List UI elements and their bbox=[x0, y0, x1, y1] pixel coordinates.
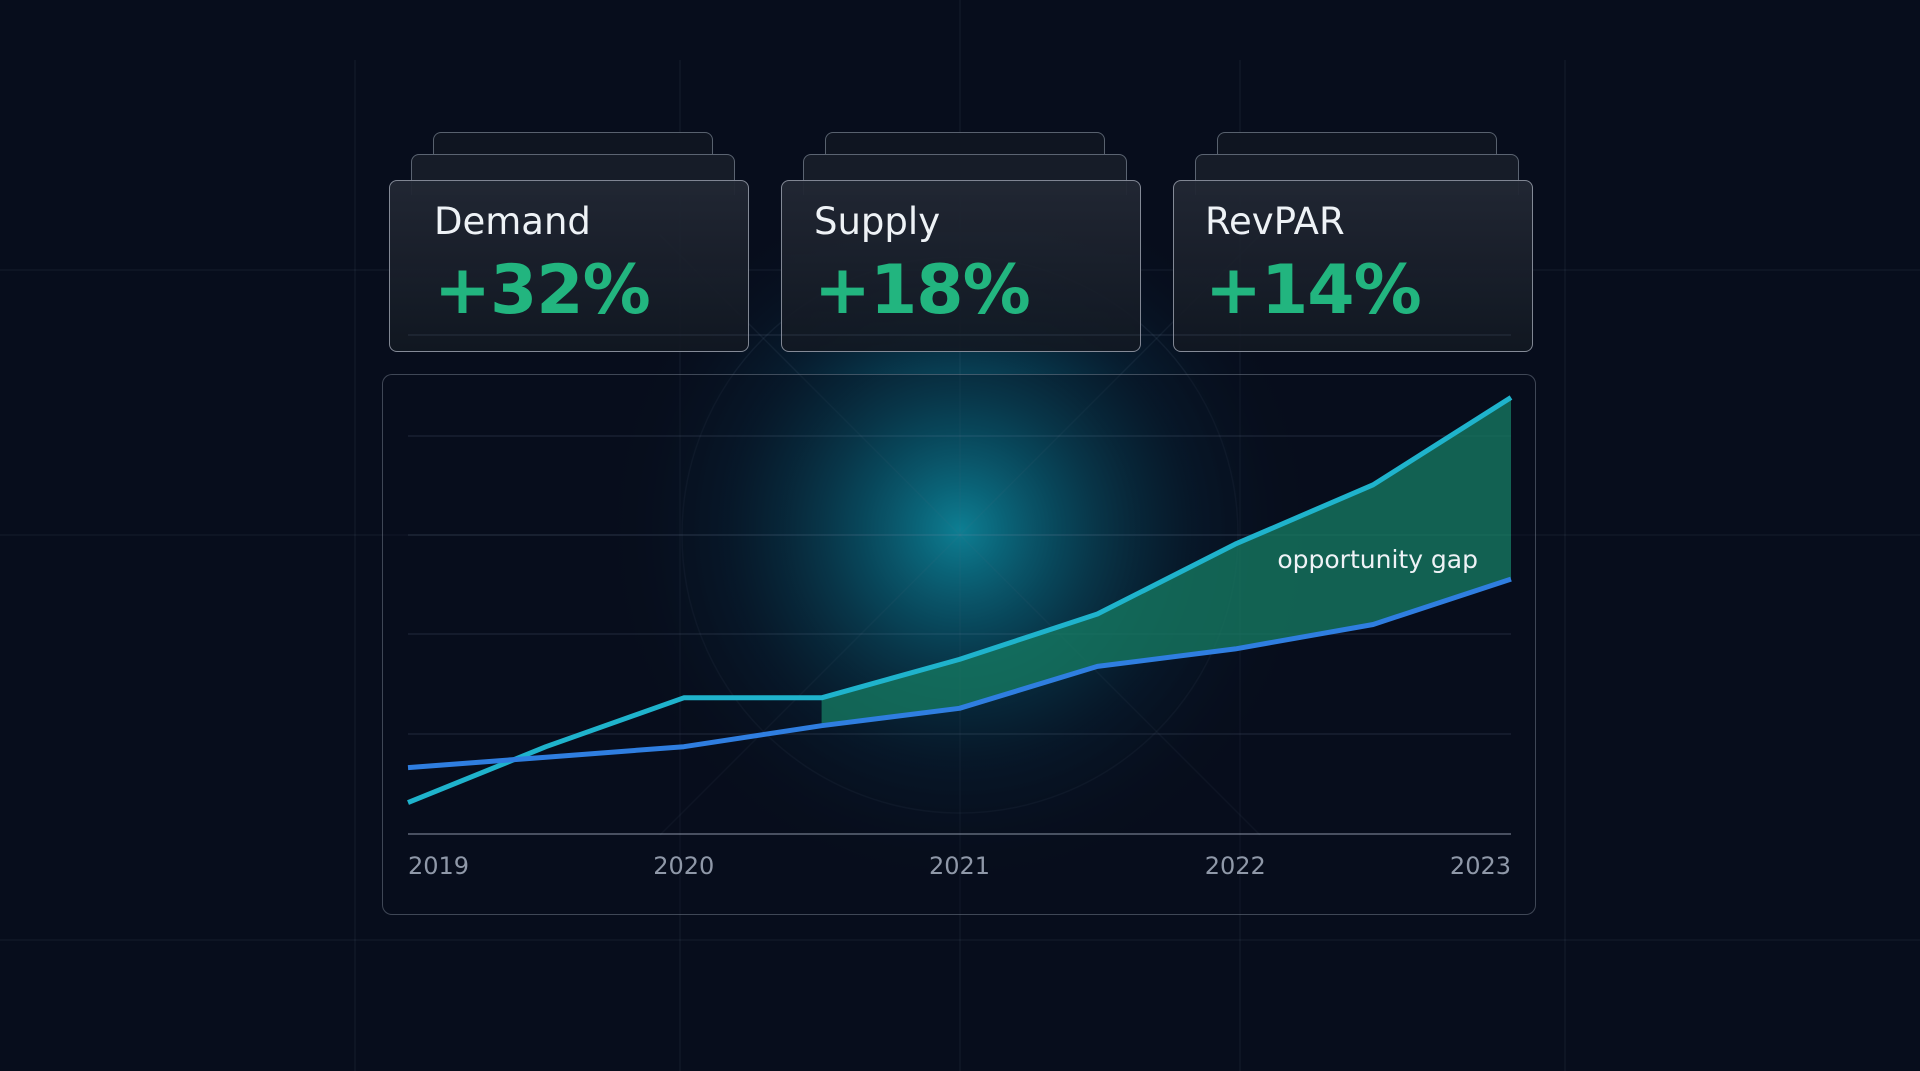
revpar-card-face: RevPAR +14% bbox=[1173, 180, 1533, 352]
supply-card: Supply +18% bbox=[781, 132, 1141, 354]
x-tick-labels: 2019 2020 2021 2022 2023 bbox=[408, 852, 1511, 880]
revpar-label: RevPAR bbox=[1205, 200, 1345, 243]
revpar-value: +14% bbox=[1205, 251, 1422, 330]
x-tick-label-2022: 2022 bbox=[1205, 852, 1266, 880]
demand-card-face: Demand +32% bbox=[389, 180, 749, 352]
x-tick-label-2023: 2023 bbox=[1450, 852, 1511, 880]
x-tick-label-2021: 2021 bbox=[929, 852, 990, 880]
series-line-upper bbox=[407, 395, 1513, 805]
x-tick-label-2020: 2020 bbox=[653, 852, 714, 880]
supply-value: +18% bbox=[814, 251, 1031, 330]
series-line-lower bbox=[407, 576, 1512, 771]
x-tick-label-2019: 2019 bbox=[408, 852, 469, 880]
opportunity-gap-label: opportunity gap bbox=[1277, 545, 1478, 574]
demand-card: Demand +32% bbox=[389, 132, 749, 354]
revpar-card: RevPAR +14% bbox=[1173, 132, 1533, 354]
demand-value: +32% bbox=[434, 251, 651, 330]
supply-label: Supply bbox=[814, 200, 941, 243]
demand-label: Demand bbox=[434, 200, 591, 243]
opportunity-gap-area bbox=[821, 397, 1511, 726]
chart-panel bbox=[382, 374, 1536, 915]
supply-card-face: Supply +18% bbox=[781, 180, 1141, 352]
